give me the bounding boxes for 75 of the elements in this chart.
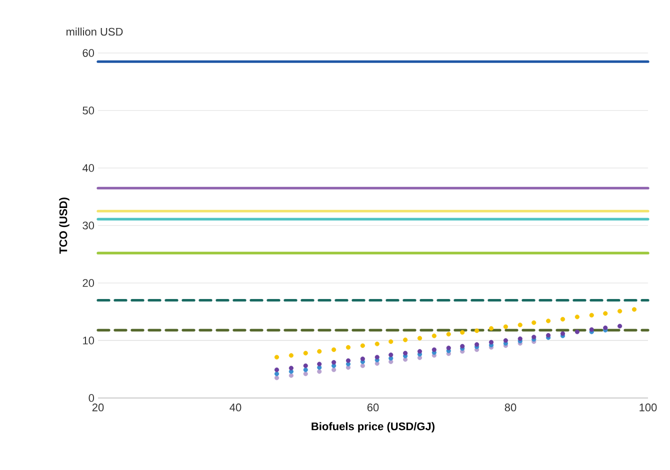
- text: million USD: [66, 28, 123, 36]
- point: [317, 362, 322, 366]
- point: [274, 354, 280, 360]
- point: [403, 338, 408, 342]
- point: [503, 338, 508, 343]
- point: [460, 330, 465, 335]
- point: [303, 368, 308, 372]
- y-axis-title: TCO (USD): [59, 198, 70, 254]
- x-tick-label: 100: [640, 404, 657, 412]
- point: [446, 332, 451, 336]
- point: [403, 357, 408, 362]
- point: [388, 339, 394, 344]
- point: [589, 312, 594, 318]
- point: [360, 343, 365, 348]
- point: [632, 307, 637, 312]
- point: [474, 328, 480, 334]
- point: [546, 318, 551, 324]
- point: [360, 363, 365, 368]
- point: [317, 349, 322, 354]
- point: [274, 372, 280, 376]
- point: [618, 308, 622, 314]
- point: [303, 350, 308, 356]
- point: [474, 342, 480, 347]
- point: [446, 346, 451, 350]
- point: [589, 327, 594, 332]
- point: [303, 372, 308, 376]
- point: [317, 365, 322, 370]
- point: [303, 363, 308, 368]
- point: [503, 324, 508, 329]
- point: [518, 336, 522, 342]
- point: [332, 368, 336, 372]
- point: [518, 322, 522, 328]
- point: [288, 366, 294, 370]
- point: [374, 354, 380, 360]
- point: [374, 342, 380, 346]
- y-tick-label: 10: [83, 336, 94, 344]
- point: [332, 347, 336, 352]
- point: [288, 373, 294, 378]
- point: [346, 358, 351, 363]
- y-tick-label: 0: [88, 394, 94, 402]
- x-tick-label: 80: [504, 404, 516, 412]
- point: [574, 330, 580, 334]
- point: [317, 369, 322, 374]
- y-tick-label: 60: [82, 49, 94, 57]
- point: [417, 349, 422, 354]
- point: [374, 361, 380, 366]
- y-tick-label: 40: [82, 164, 94, 172]
- point: [403, 350, 408, 356]
- point: [488, 326, 494, 331]
- point: [432, 334, 436, 338]
- point: [432, 347, 436, 352]
- point: [574, 314, 580, 320]
- x-tick-label: 40: [230, 404, 242, 412]
- point: [618, 324, 622, 328]
- point: [532, 320, 536, 325]
- point: [288, 353, 294, 358]
- point: [417, 336, 422, 340]
- y-tick-label: 30: [82, 222, 94, 230]
- y-tick-label: 20: [82, 279, 94, 287]
- point: [388, 352, 394, 358]
- y-tick-label: 50: [82, 106, 94, 114]
- x-tick-label: 60: [367, 404, 379, 412]
- point: [560, 331, 566, 336]
- point: [603, 311, 608, 316]
- point: [332, 360, 336, 365]
- point: [560, 316, 566, 322]
- x-axis-title: Biofuels price (USD/GJ): [312, 422, 434, 432]
- point: [360, 356, 365, 362]
- x-tick-label: 20: [92, 404, 104, 412]
- point: [460, 344, 465, 349]
- point: [488, 340, 494, 345]
- point: [274, 376, 280, 380]
- point: [274, 368, 280, 372]
- point: [346, 345, 351, 350]
- point: [532, 334, 536, 340]
